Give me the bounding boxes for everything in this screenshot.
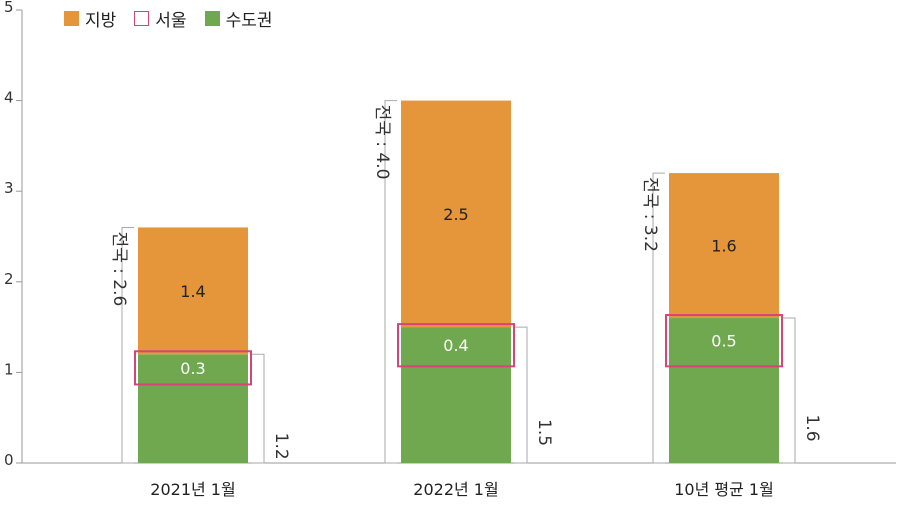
seoul-value-label: 0.5 [711,332,736,351]
total-label: 전국 : 2.6 [109,231,129,306]
capital-total-label: 1.6 [802,415,822,442]
legend-item-seoul: 서울 [134,6,187,31]
legend-swatch-regional [64,11,79,26]
capital-bracket [515,326,528,464]
capital-bracket [783,317,796,464]
legend-item-regional: 지방 [64,6,116,31]
regional-value-label: 1.6 [711,237,736,256]
capital-total-label: 1.5 [534,419,554,446]
regional-value-label: 1.4 [180,282,205,301]
capital-bracket [252,353,265,464]
total-bracket [384,100,397,464]
legend-label-seoul: 서울 [155,11,187,31]
total-label: 전국 : 3.2 [640,177,660,252]
y-tick-label: 4 [4,89,14,107]
bar-seoul-outline [665,314,783,368]
seoul-value-label: 0.4 [443,336,468,355]
bar-regional [401,100,511,328]
seoul-value-label: 0.3 [180,359,205,378]
regional-value-label: 2.5 [443,205,468,224]
y-tick-label: 2 [4,270,14,288]
y-tick-label: 1 [4,360,14,378]
bar-regional [669,173,779,319]
capital-total-label: 1.2 [271,433,291,460]
x-category-label: 2022년 1월 [413,480,498,499]
total-bracket [652,172,665,464]
bar-capital-area [138,354,248,463]
y-tick-label: 5 [4,0,14,16]
legend-swatch-seoul [134,11,150,26]
bar-seoul-outline [397,323,515,368]
y-tick-label: 3 [4,179,14,197]
total-bracket [121,226,134,464]
bar-capital-area [401,327,511,463]
x-category-label: 10년 평균 1월 [674,480,774,499]
legend-item-capital: 수도권 [204,6,273,31]
legend-swatch-capital [204,11,220,26]
bar-regional [138,227,248,355]
chart-legend: 지방 서울 수도권 [64,6,272,31]
total-label: 전국 : 4.0 [372,105,392,180]
legend-label-capital: 수도권 [225,11,273,31]
bar-seoul-outline [134,350,252,386]
y-tick-label: 0 [4,451,14,469]
bar-capital-area [669,318,779,463]
legend-label-regional: 지방 [85,11,117,31]
x-category-label: 2021년 1월 [150,480,235,499]
